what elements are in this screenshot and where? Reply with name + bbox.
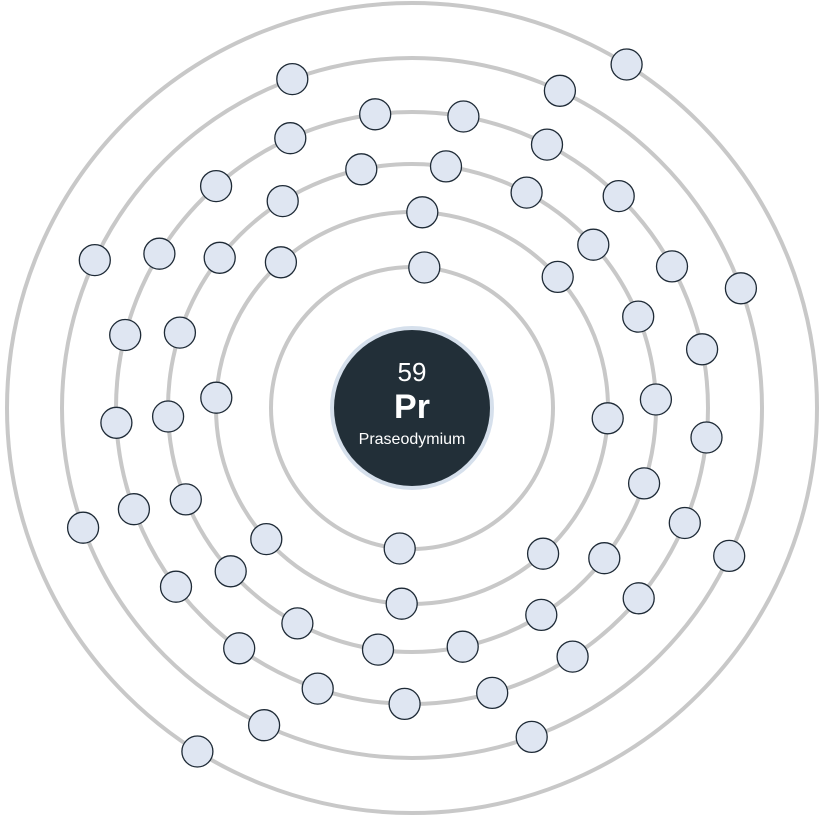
electron-shell-1 bbox=[408, 251, 441, 284]
electron-shell-3 bbox=[169, 483, 202, 516]
electron-shell-3 bbox=[214, 555, 247, 588]
electron-shell-2 bbox=[541, 260, 574, 294]
electron-shell-4 bbox=[476, 676, 509, 710]
electron-shell-3 bbox=[577, 228, 610, 261]
electron-shell-4 bbox=[199, 169, 233, 203]
electron-shell-3 bbox=[163, 316, 197, 349]
shell-5 bbox=[60, 56, 764, 760]
electron-shell-4 bbox=[359, 98, 392, 131]
electron-shell-3 bbox=[639, 383, 673, 416]
electron-shell-3 bbox=[345, 153, 378, 186]
electron-shell-4 bbox=[530, 128, 564, 161]
electron-shell-3 bbox=[510, 176, 543, 209]
electron-shell-4 bbox=[117, 493, 151, 526]
electron-shell-2 bbox=[250, 522, 283, 556]
electron-shell-1 bbox=[383, 532, 416, 565]
electron-shell-4 bbox=[388, 687, 421, 721]
electron-shell-2 bbox=[385, 587, 418, 620]
electron-shell-3 bbox=[588, 542, 621, 575]
electron-shell-3 bbox=[429, 150, 463, 183]
electron-shell-4 bbox=[668, 506, 701, 540]
electron-shell-3 bbox=[361, 633, 395, 666]
electron-shell-3 bbox=[446, 630, 479, 663]
electron-shell-4 bbox=[223, 632, 256, 665]
electron-shell-3 bbox=[525, 598, 558, 632]
electron-shell-5 bbox=[66, 511, 100, 544]
electron-shell-4 bbox=[622, 582, 655, 615]
electron-shell-4 bbox=[655, 250, 689, 283]
electron-shell-4 bbox=[109, 318, 142, 352]
electron-shell-2 bbox=[526, 537, 560, 570]
electron-shell-4 bbox=[100, 406, 133, 439]
shell-6 bbox=[5, 1, 819, 815]
electron-shell-3 bbox=[151, 400, 185, 433]
electron-shell-5 bbox=[78, 243, 111, 277]
electron-shell-5 bbox=[515, 720, 548, 754]
nucleus: 59 Pr Praseodymium bbox=[330, 326, 494, 490]
electron-shell-2 bbox=[591, 402, 624, 435]
electron-shell-6 bbox=[610, 48, 643, 81]
electron-shell-3 bbox=[622, 300, 655, 333]
element-name: Praseodymium bbox=[359, 431, 466, 448]
electron-shell-4 bbox=[447, 100, 480, 133]
electron-shell-4 bbox=[556, 640, 589, 673]
electron-shell-4 bbox=[301, 672, 334, 705]
electron-shell-2 bbox=[264, 246, 298, 279]
electron-shell-5 bbox=[276, 62, 309, 96]
electron-shell-3 bbox=[627, 467, 661, 500]
electron-shell-5 bbox=[713, 539, 746, 573]
electron-shell-4 bbox=[159, 570, 193, 603]
electron-shell-4 bbox=[143, 237, 176, 270]
electron-shell-5 bbox=[543, 74, 577, 107]
electron-shell-3 bbox=[203, 241, 236, 274]
electron-shell-5 bbox=[247, 709, 281, 742]
nucleus-core bbox=[334, 330, 490, 486]
electron-shell-4 bbox=[690, 421, 723, 454]
electron-shell-2 bbox=[200, 381, 233, 414]
electron-shell-3 bbox=[266, 184, 299, 218]
atomic-number: 59 bbox=[398, 357, 427, 387]
electron-shell-4 bbox=[274, 122, 307, 155]
electron-shell-4 bbox=[685, 333, 719, 366]
element-symbol: Pr bbox=[394, 388, 430, 426]
electron-shell-3 bbox=[281, 607, 314, 640]
electron-shell-4 bbox=[602, 179, 635, 213]
electron-shell-2 bbox=[406, 196, 439, 229]
electrons bbox=[66, 48, 758, 768]
electron-shell-5 bbox=[724, 272, 758, 305]
electron-shell-6 bbox=[181, 735, 214, 768]
